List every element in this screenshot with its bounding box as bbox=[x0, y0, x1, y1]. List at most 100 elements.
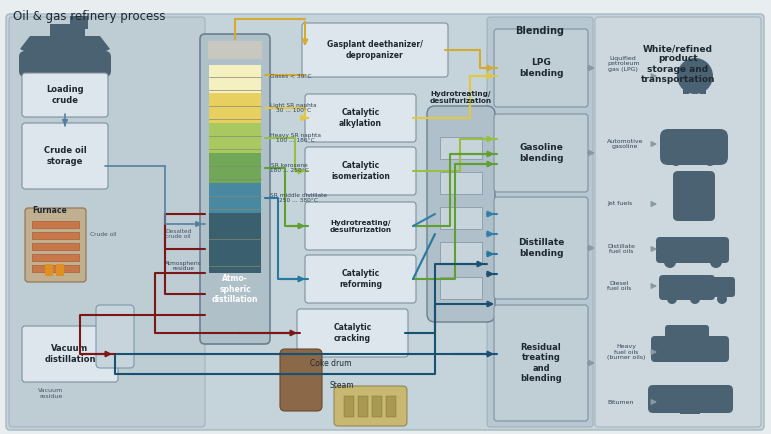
Bar bbox=[372, 396, 382, 417]
Bar bbox=[700, 80, 706, 94]
Bar bbox=[209, 93, 261, 123]
FancyBboxPatch shape bbox=[494, 114, 588, 192]
FancyBboxPatch shape bbox=[305, 202, 416, 250]
Text: Gasoline
blending: Gasoline blending bbox=[519, 143, 564, 163]
Text: Catalytic
isomerization: Catalytic isomerization bbox=[331, 161, 390, 181]
FancyBboxPatch shape bbox=[280, 349, 322, 411]
Text: Loading
crude: Loading crude bbox=[46, 85, 84, 105]
Bar bbox=[440, 172, 482, 194]
Text: Gasplant deethanizer/
depropanizer: Gasplant deethanizer/ depropanizer bbox=[327, 40, 423, 60]
Text: Bitumen: Bitumen bbox=[607, 400, 634, 404]
Bar bbox=[209, 213, 261, 273]
Bar bbox=[70, 16, 82, 24]
Text: Steam: Steam bbox=[330, 381, 355, 391]
FancyBboxPatch shape bbox=[305, 94, 416, 142]
FancyBboxPatch shape bbox=[665, 325, 709, 343]
Text: Catalytic
reforming: Catalytic reforming bbox=[339, 270, 382, 289]
FancyBboxPatch shape bbox=[709, 277, 735, 297]
Circle shape bbox=[704, 154, 716, 166]
Text: Vacuum
distillation: Vacuum distillation bbox=[44, 344, 96, 364]
FancyBboxPatch shape bbox=[9, 17, 205, 427]
FancyBboxPatch shape bbox=[673, 171, 715, 221]
FancyBboxPatch shape bbox=[297, 309, 408, 357]
Bar bbox=[208, 41, 262, 59]
Bar bbox=[209, 123, 261, 153]
Circle shape bbox=[717, 294, 727, 304]
FancyBboxPatch shape bbox=[22, 123, 108, 189]
FancyBboxPatch shape bbox=[487, 17, 593, 427]
Bar bbox=[209, 65, 261, 93]
Bar bbox=[683, 80, 689, 94]
Text: LPG
blending: LPG blending bbox=[519, 58, 564, 78]
FancyBboxPatch shape bbox=[22, 73, 108, 117]
Circle shape bbox=[664, 256, 676, 268]
Text: Atmo-
spheric
distillation: Atmo- spheric distillation bbox=[212, 274, 258, 304]
Text: Blending: Blending bbox=[516, 26, 564, 36]
FancyBboxPatch shape bbox=[595, 17, 761, 427]
Text: Catalytic
cracking: Catalytic cracking bbox=[333, 323, 372, 343]
Text: SR middle distillate
250 ... 380°C: SR middle distillate 250 ... 380°C bbox=[270, 193, 327, 204]
Text: SR kerosene
180 ... 250°C: SR kerosene 180 ... 250°C bbox=[270, 163, 309, 174]
Polygon shape bbox=[20, 36, 110, 54]
Bar bbox=[344, 396, 354, 417]
Text: Distillate
blending: Distillate blending bbox=[518, 238, 564, 258]
Circle shape bbox=[667, 294, 677, 304]
Text: Catalytic
alkylation: Catalytic alkylation bbox=[339, 108, 382, 128]
Bar bbox=[440, 277, 482, 299]
Text: Liquified
petroleum
gas (LPG): Liquified petroleum gas (LPG) bbox=[607, 56, 639, 72]
FancyBboxPatch shape bbox=[302, 23, 448, 77]
Bar bbox=[32, 232, 79, 239]
FancyBboxPatch shape bbox=[6, 14, 764, 430]
FancyBboxPatch shape bbox=[494, 197, 588, 299]
Text: Desalted
crude oil: Desalted crude oil bbox=[165, 229, 191, 240]
Bar bbox=[209, 183, 261, 213]
Bar bbox=[358, 396, 368, 417]
Circle shape bbox=[690, 294, 700, 304]
Bar bbox=[386, 396, 396, 417]
FancyBboxPatch shape bbox=[22, 326, 118, 382]
Bar bbox=[440, 242, 482, 264]
Bar bbox=[32, 243, 79, 250]
Bar bbox=[45, 264, 53, 276]
FancyBboxPatch shape bbox=[494, 29, 588, 107]
FancyBboxPatch shape bbox=[427, 106, 495, 322]
Circle shape bbox=[677, 58, 713, 94]
Bar bbox=[32, 221, 79, 228]
Text: Crude oil: Crude oil bbox=[90, 231, 116, 237]
Bar bbox=[95, 60, 105, 68]
FancyBboxPatch shape bbox=[656, 237, 729, 263]
Text: White/refined
product
storage and
transportation: White/refined product storage and transp… bbox=[641, 44, 715, 84]
Circle shape bbox=[710, 256, 722, 268]
FancyBboxPatch shape bbox=[648, 385, 733, 413]
Text: Residual
treating
and
blending: Residual treating and blending bbox=[520, 343, 562, 383]
Bar bbox=[82, 16, 88, 29]
Bar bbox=[32, 265, 79, 272]
FancyBboxPatch shape bbox=[334, 386, 407, 426]
Text: Hydrotreating/
desulfurization: Hydrotreating/ desulfurization bbox=[329, 220, 392, 233]
Text: Distillate
fuel oils: Distillate fuel oils bbox=[607, 243, 635, 254]
Bar bbox=[56, 264, 64, 276]
Bar bbox=[680, 406, 700, 414]
FancyBboxPatch shape bbox=[651, 336, 729, 362]
Text: Automotive
gasoline: Automotive gasoline bbox=[607, 138, 644, 149]
Bar bbox=[32, 254, 79, 261]
FancyBboxPatch shape bbox=[659, 275, 715, 300]
Text: Diesel
fuel oils: Diesel fuel oils bbox=[607, 281, 631, 291]
Text: Crude oil
storage: Crude oil storage bbox=[44, 146, 86, 166]
Text: Jet fuels: Jet fuels bbox=[607, 201, 632, 207]
Bar bbox=[209, 153, 261, 183]
Text: Coke drum: Coke drum bbox=[310, 359, 352, 368]
Text: Atmospheric
residue: Atmospheric residue bbox=[165, 260, 202, 271]
FancyBboxPatch shape bbox=[305, 147, 416, 195]
FancyBboxPatch shape bbox=[660, 129, 728, 165]
Bar bbox=[440, 207, 482, 229]
Text: Heavy
fuel oils
(burner oils): Heavy fuel oils (burner oils) bbox=[607, 344, 645, 360]
Text: Oil & gas refinery process: Oil & gas refinery process bbox=[13, 10, 166, 23]
FancyBboxPatch shape bbox=[19, 51, 111, 77]
Text: Furnace: Furnace bbox=[32, 206, 67, 215]
Bar bbox=[50, 24, 85, 36]
Circle shape bbox=[670, 154, 682, 166]
Bar bbox=[440, 137, 482, 159]
Text: Vacuum
residue: Vacuum residue bbox=[38, 388, 63, 399]
FancyBboxPatch shape bbox=[25, 208, 86, 282]
